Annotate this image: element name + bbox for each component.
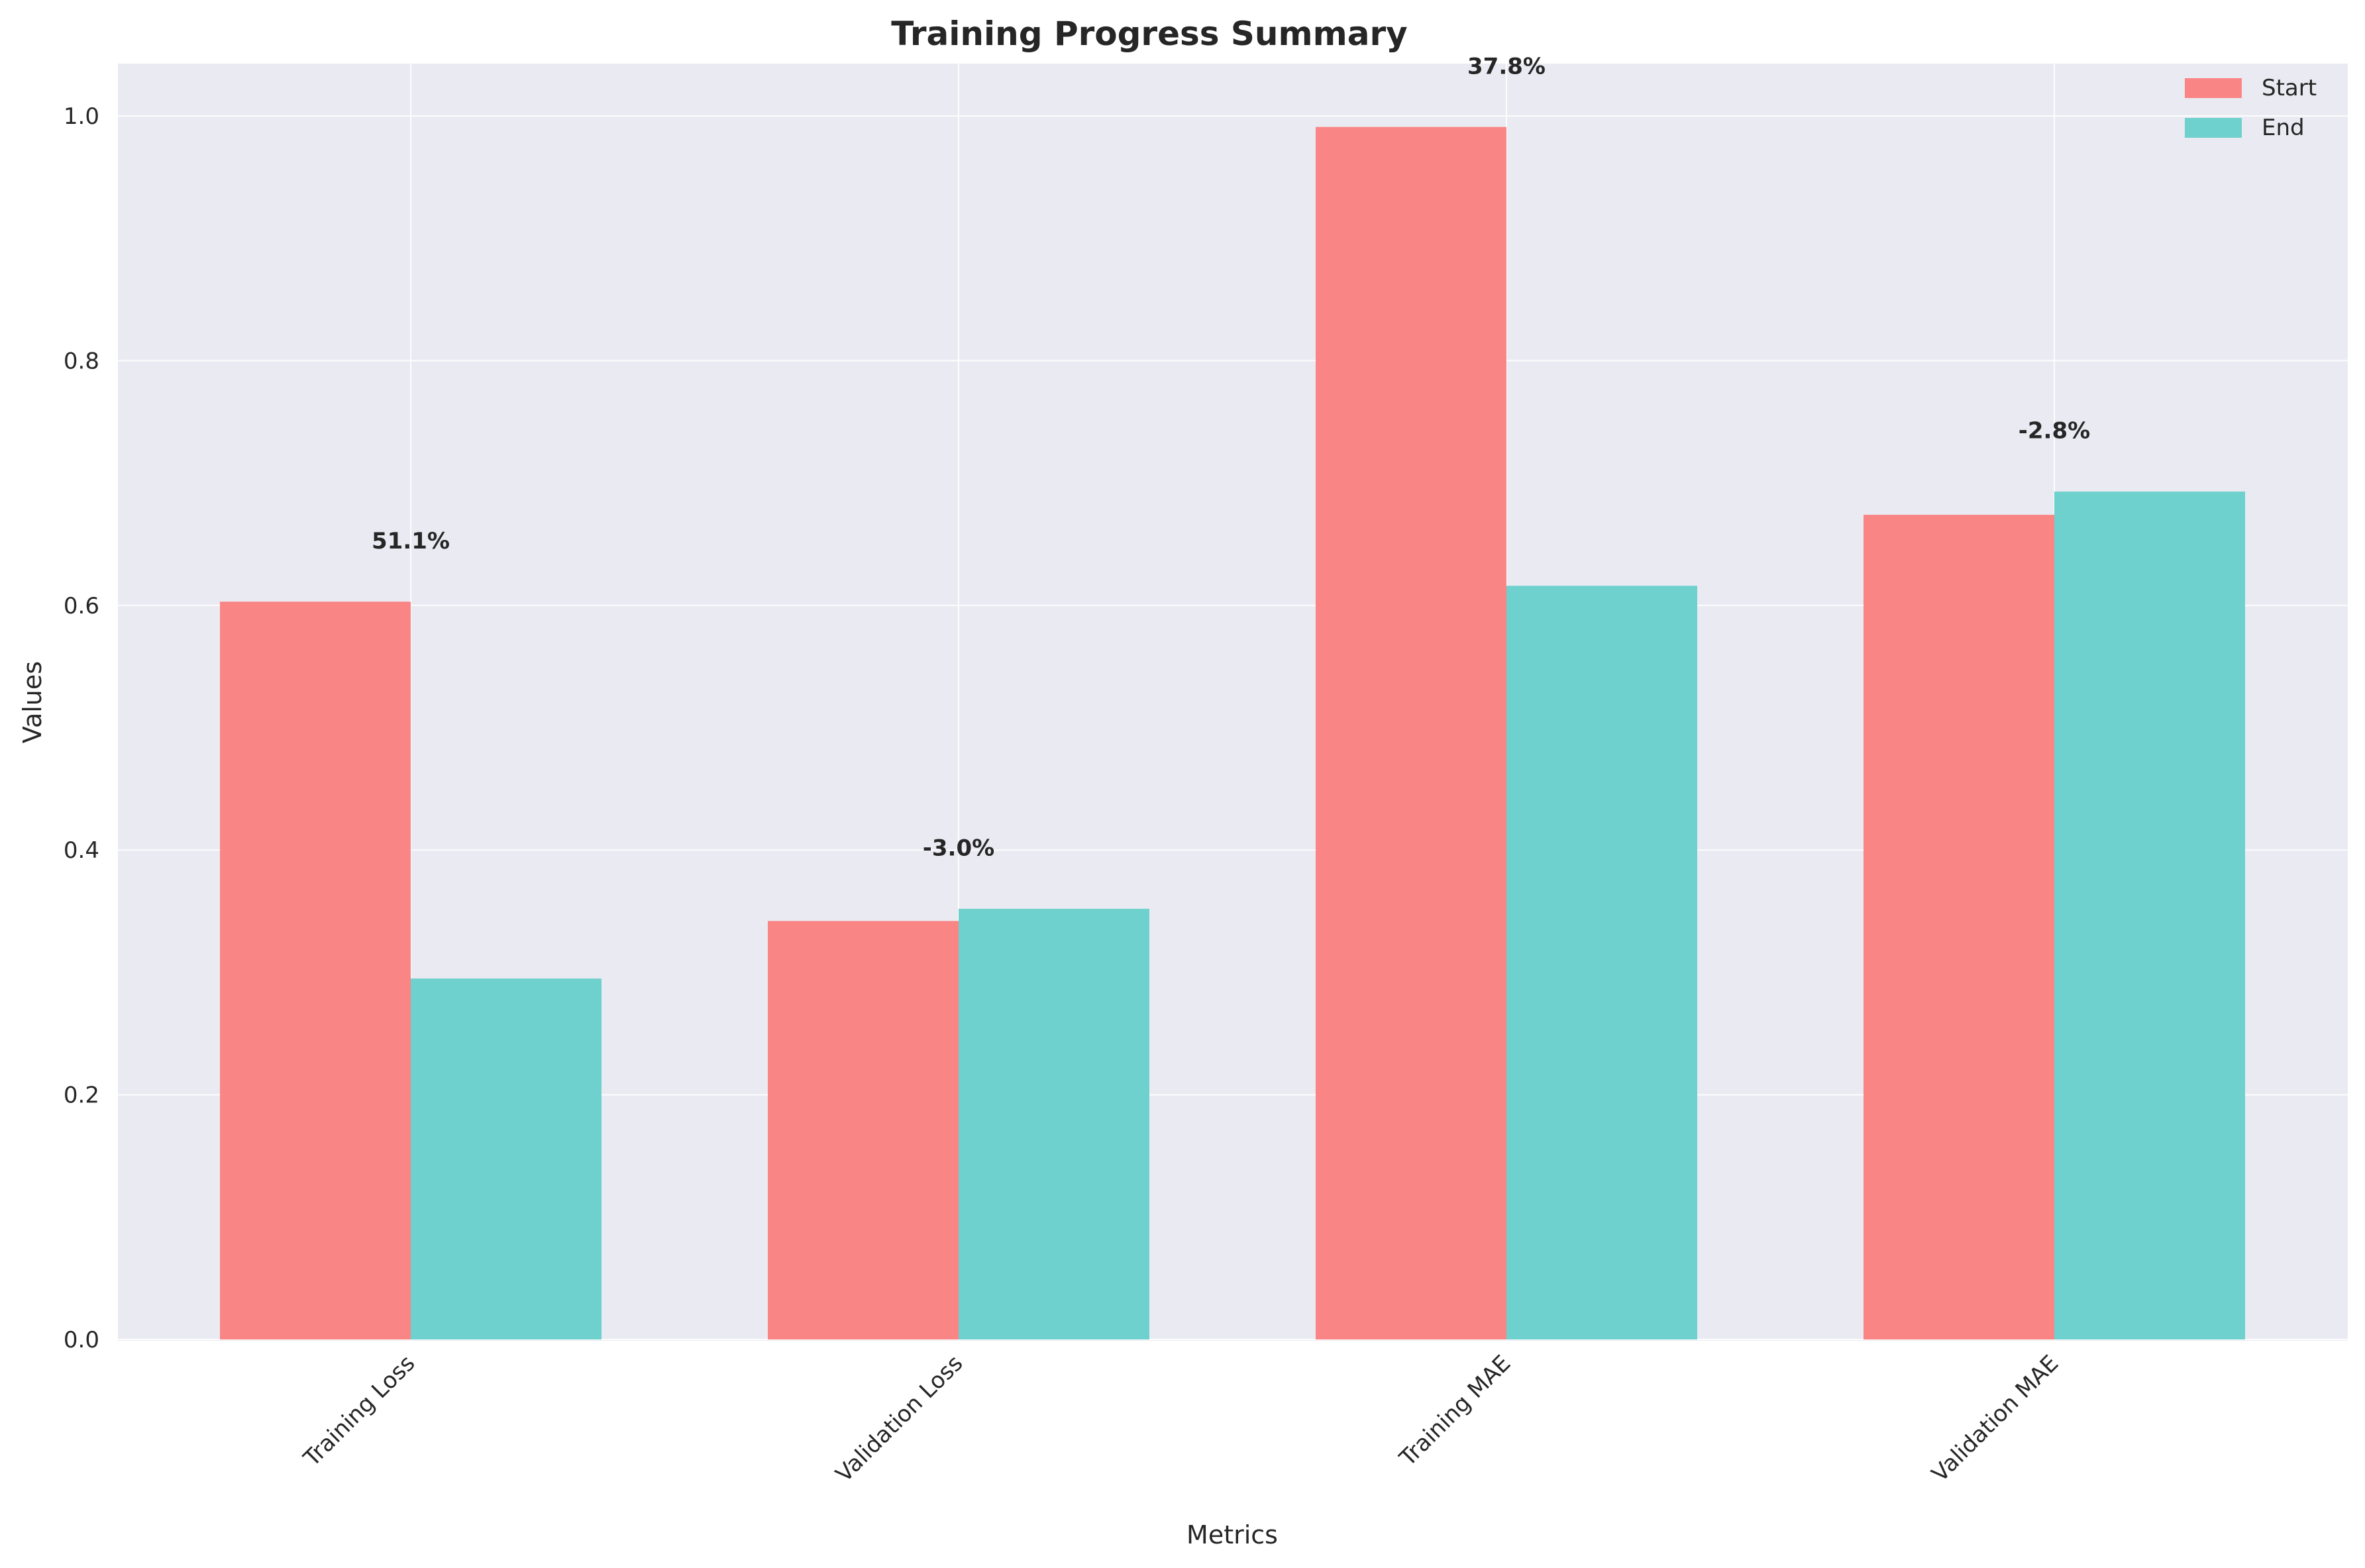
change-annotation-3: -2.8% [2019,418,2090,444]
x-axis-label: Metrics [1186,1520,1278,1549]
y-tick-label: 0.8 [64,348,99,374]
bar-end-0 [411,978,602,1339]
bar-start-3 [1864,515,2054,1339]
y-axis-label: Values [18,661,47,743]
change-annotation-2: 37.8% [1467,53,1546,79]
legend-label-start: Start [2262,75,2317,101]
x-tick-label: Training MAE [1394,1350,1516,1472]
y-tick-label: 0.4 [64,837,99,864]
chart-title: Training Progress Summary [891,15,1407,53]
y-tick-label: 0.0 [64,1327,99,1353]
change-annotation-0: 51.1% [372,528,450,554]
y-tick-label: 0.2 [64,1082,99,1109]
x-tick-labels: Training Loss Validation Loss Training MAE… [298,1350,2064,1487]
legend-swatch-end [2185,118,2242,138]
bar-start-1 [768,921,959,1339]
x-tick-label: Validation MAE [1926,1350,2064,1487]
change-annotation-1: -3.0% [923,835,994,862]
annotations: 51.1% -3.0% 37.8% -2.8% [372,53,2090,861]
bar-end-3 [2054,492,2245,1339]
bar-end-2 [1506,586,1697,1339]
bar-start-0 [220,601,411,1339]
legend: Start End [2185,75,2317,141]
bar-start-2 [1316,127,1506,1339]
bar-end-1 [959,908,1149,1339]
y-tick-labels: 0.0 0.2 0.4 0.6 0.8 1.0 [64,103,99,1353]
legend-swatch-start [2185,78,2242,98]
y-tick-label: 1.0 [64,103,99,130]
y-tick-label: 0.6 [64,593,99,619]
x-tick-label: Validation Loss [831,1350,968,1487]
x-tick-label: Training Loss [298,1350,420,1472]
bars [220,127,2245,1339]
legend-label-end: End [2262,115,2305,141]
